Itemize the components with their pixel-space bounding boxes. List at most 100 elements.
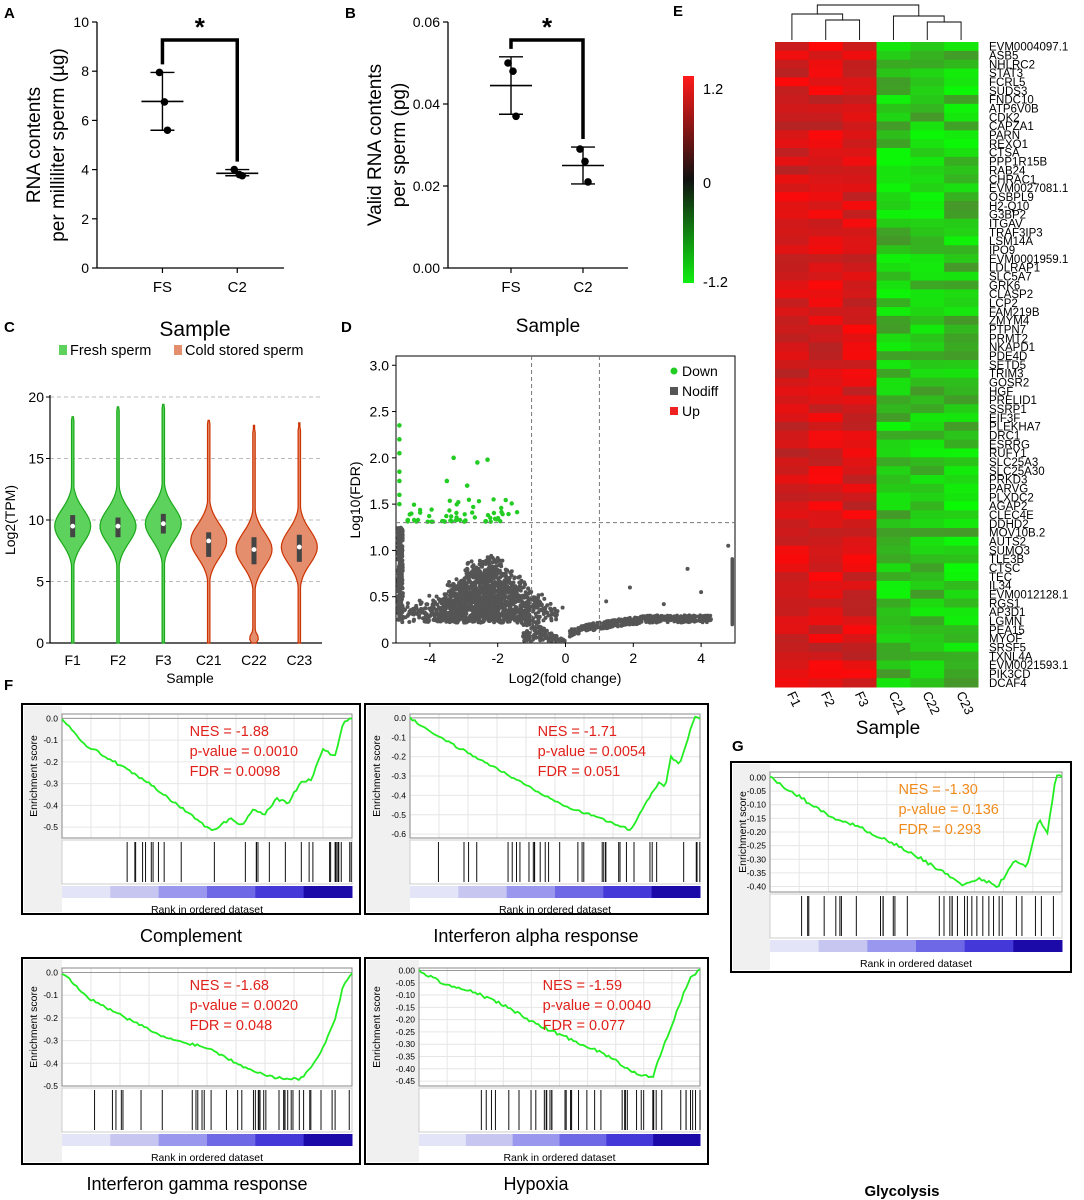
y-tick-label: 0.02: [413, 178, 440, 194]
nodiff-point: [479, 599, 484, 604]
nodiff-point: [469, 613, 473, 618]
nodiff-point: [399, 603, 404, 608]
down-point: [444, 513, 449, 519]
heatmap-cell: [775, 289, 810, 299]
nodiff-point: [397, 597, 402, 602]
nodiff-point: [510, 600, 515, 604]
nodiff-point: [407, 620, 412, 624]
column-label: C21: [886, 689, 910, 717]
nodiff-point: [526, 586, 531, 591]
row-label: EVM0027081.1: [989, 183, 1068, 195]
nodiff-point: [554, 612, 559, 617]
column-label: C23: [953, 689, 977, 717]
heatmap-cell: [842, 598, 877, 608]
nodiff-point: [461, 617, 466, 622]
heatmap-cell: [944, 439, 979, 449]
heatmap-cell: [842, 289, 877, 299]
panel-e: E 1.2 0 -1.2 EVM0004097.1ASB5NHLRC2STAT3FCRL…: [673, 3, 1068, 739]
fdr-label: FDR = 0.048: [190, 1018, 273, 1034]
heatmap-cell: [808, 510, 844, 520]
nodiff-point: [417, 615, 422, 620]
row-label: RUFY1: [989, 448, 1027, 460]
heatmap-cell: [775, 430, 810, 441]
heatmap-cell: [842, 492, 877, 502]
x-axis-label: Rank in ordered dataset: [499, 904, 611, 916]
nodiff-point: [476, 609, 481, 614]
nodiff-point: [463, 588, 467, 593]
nodiff-point: [397, 600, 402, 605]
heatmap-cell: [842, 209, 877, 220]
nodiff-point: [455, 602, 460, 607]
heatmap-cell: [775, 227, 810, 237]
heatmap-cell: [775, 77, 810, 87]
heatmap-cell: [808, 589, 844, 600]
heatmap-cell: [808, 492, 844, 502]
heatmap-cell: [910, 165, 945, 176]
down-point: [397, 478, 402, 484]
heatmap-cell: [842, 201, 877, 211]
heatmap-cell: [775, 333, 810, 343]
heatmap-cell: [808, 457, 844, 467]
heatmap-cell: [944, 360, 979, 370]
heatmap-cell: [910, 315, 945, 326]
nodiff-point: [662, 618, 667, 622]
rank-gradient-segment: [458, 886, 508, 898]
heatmap-cell: [876, 315, 911, 326]
heatmap-cell: [944, 625, 979, 635]
plot-area: [769, 771, 1063, 893]
heatmap-cell: [775, 501, 810, 511]
nodiff-point: [473, 585, 478, 590]
nodiff-point: [538, 625, 543, 629]
row-label: SUMO3: [989, 545, 1030, 557]
nodiff-point: [439, 615, 444, 620]
nodiff-point: [485, 559, 490, 563]
x-axis-label: Sample: [516, 316, 580, 337]
y-tick-label: 1.5: [370, 496, 390, 512]
heatmap-cell: [944, 536, 979, 547]
heatmap-cell: [775, 616, 810, 626]
heatmap-cell: [842, 554, 877, 564]
down-point: [466, 497, 472, 502]
heatmap-cell: [910, 519, 945, 529]
y-tick-label: 3.0: [370, 357, 390, 373]
nodiff-point: [441, 600, 446, 605]
y-axis-label: Valid RNA contents per sperm (pg): [365, 64, 410, 226]
nodiff-point: [519, 578, 524, 583]
heatmap-cell: [876, 501, 911, 511]
heatmap-cell: [842, 386, 877, 396]
nodiff-point: [423, 606, 428, 611]
data-point: [584, 178, 592, 186]
panel-a: A 0 2 4 6 8 10 RNA contents per milliliter sperm…: [4, 5, 284, 296]
x-tick-label: C23: [286, 652, 312, 668]
heatmap-cell: [910, 227, 945, 237]
pvalue-label: p-value = 0.0020: [190, 998, 298, 1014]
rank-gradient-segment: [559, 1134, 607, 1146]
heatmap-cell: [910, 421, 945, 432]
heatmap-cell: [775, 68, 810, 78]
gsea-title: Interferon gamma response: [86, 1174, 307, 1194]
pvalue-label: p-value = 0.0054: [538, 744, 646, 760]
nodiff-point: [460, 602, 465, 607]
x-tick-label: C2: [228, 279, 247, 296]
heatmap-cell: [808, 68, 844, 78]
heatmap-cell: [842, 130, 877, 140]
nodiff-point: [520, 585, 525, 590]
heatmap-cell: [842, 112, 877, 123]
x-tick-label: -4: [424, 650, 437, 666]
nodiff-point: [593, 624, 597, 628]
heatmap-cell: [775, 510, 810, 520]
dendrogram-branch: [892, 15, 945, 40]
heatmap-cell: [876, 280, 911, 290]
legend-label: Nodiff: [682, 383, 718, 399]
heatmap-cell: [910, 413, 945, 423]
heatmap-cell: [944, 121, 979, 131]
heatmap-cell: [876, 68, 911, 78]
heatmap-cell: [775, 492, 810, 502]
nodiff-point: [473, 603, 478, 608]
nodiff-point: [482, 585, 487, 590]
nodiff-point: [490, 593, 495, 598]
heatmap-cell: [944, 271, 979, 282]
row-label: CHRAC1: [989, 174, 1036, 186]
nodiff-point: [507, 575, 512, 580]
